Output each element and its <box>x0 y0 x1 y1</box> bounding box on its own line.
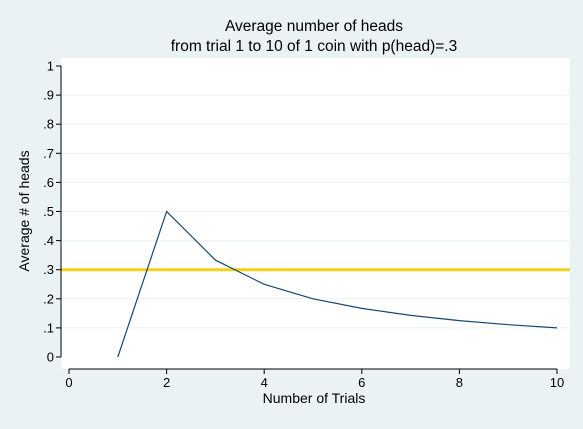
x-tick-label: 4 <box>261 375 268 390</box>
y-tick-label: .5 <box>43 204 54 219</box>
y-axis-label: Average # of heads <box>16 150 32 271</box>
y-tick-label: .2 <box>43 291 54 306</box>
plot-area <box>61 58 570 369</box>
y-tick-label: 1 <box>47 59 54 74</box>
y-tick-label: 0 <box>47 350 54 365</box>
y-tick-label: .3 <box>43 262 54 277</box>
x-axis-label: Number of Trials <box>263 390 366 406</box>
x-tick-label: 2 <box>163 375 170 390</box>
series-layer <box>117 210 558 358</box>
x-tick-label: 10 <box>550 375 564 390</box>
y-tick-label: .4 <box>43 233 54 248</box>
axes-layer: 0.1.2.3.4.5.6.7.8.910 2 4 6 8 10 <box>43 59 564 391</box>
y-tick-label: .1 <box>43 320 54 335</box>
y-tick-label: .9 <box>43 88 54 103</box>
y-tick-label: .8 <box>43 117 54 132</box>
x-tick-label: 8 <box>456 375 463 390</box>
chart-subtitle: from trial 1 to 10 of 1 coin with p(head… <box>171 38 457 55</box>
chart-title: Average number of heads <box>225 18 403 35</box>
series-line <box>117 210 558 358</box>
y-tick-label: .6 <box>43 175 54 190</box>
x-tick-label: 0 <box>65 375 72 390</box>
x-tick-label: 6 <box>358 375 365 390</box>
y-tick-label: .7 <box>43 146 54 161</box>
